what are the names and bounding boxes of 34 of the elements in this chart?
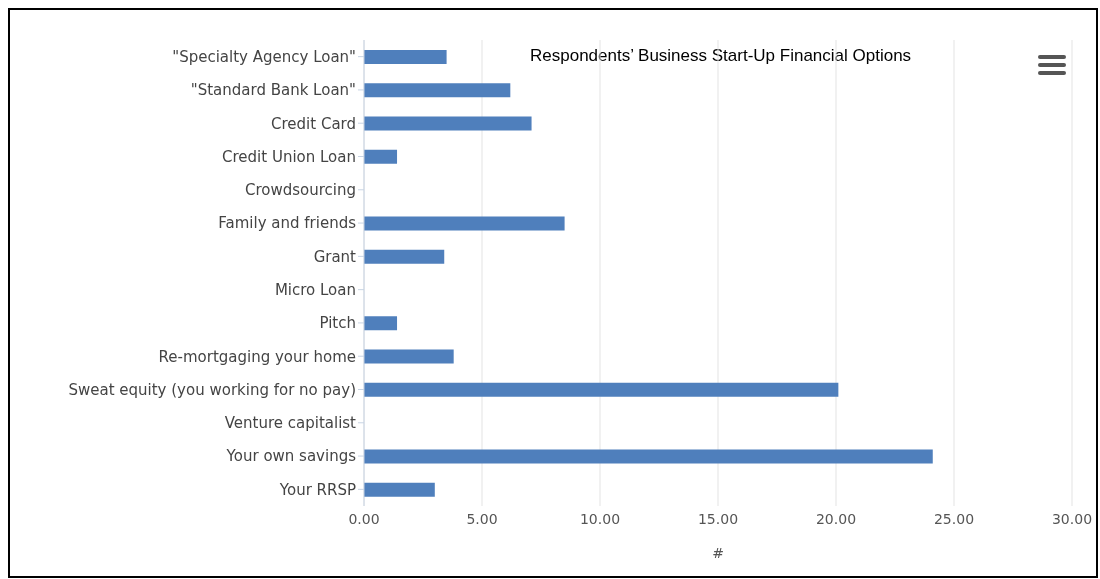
bar [364,50,447,64]
y-tick-label: Family and friends [218,214,357,233]
x-tick-label: 0.00 [348,510,380,527]
x-tick-label: 5.00 [466,510,498,527]
x-axis-title: # [712,545,724,561]
y-tick-label: "Standard Bank Loan" [190,81,356,100]
chart-title: Respondents’ Business Start-Up Financial Options [530,46,912,66]
y-tick-label: Credit Union Loan [222,147,356,166]
bar [364,349,454,364]
y-tick-label: Grant [313,247,357,266]
x-tick-label: 10.00 [579,510,621,527]
y-tick-label: "Specialty Agency Loan" [172,47,356,66]
x-tick-label: 30.00 [1051,510,1093,527]
x-tick-label: 25.00 [933,510,975,527]
bar [364,482,435,497]
y-tick-label: Your own savings [225,447,357,466]
bar [364,316,398,331]
bar [364,149,398,164]
y-tick-label: Re-mortgaging your home [158,347,356,366]
y-tick-label: Crowdsourcing [244,181,356,200]
y-tick-label: Pitch [319,314,356,333]
y-tick-label: Sweat equity (you working for no pay) [68,380,356,399]
y-tick-label: Venture capitalist [224,414,357,433]
x-tick-label: 20.00 [815,510,857,527]
bar [364,449,933,464]
bar [364,382,839,397]
x-tick-label: 15.00 [697,510,739,527]
bar [364,249,445,264]
y-tick-label: Credit Card [271,114,356,133]
y-tick-label: Your RRSP [278,480,356,499]
bar [364,116,532,131]
y-tick-label: Micro Loan [274,280,356,299]
bar [364,83,511,98]
bar [364,216,565,231]
